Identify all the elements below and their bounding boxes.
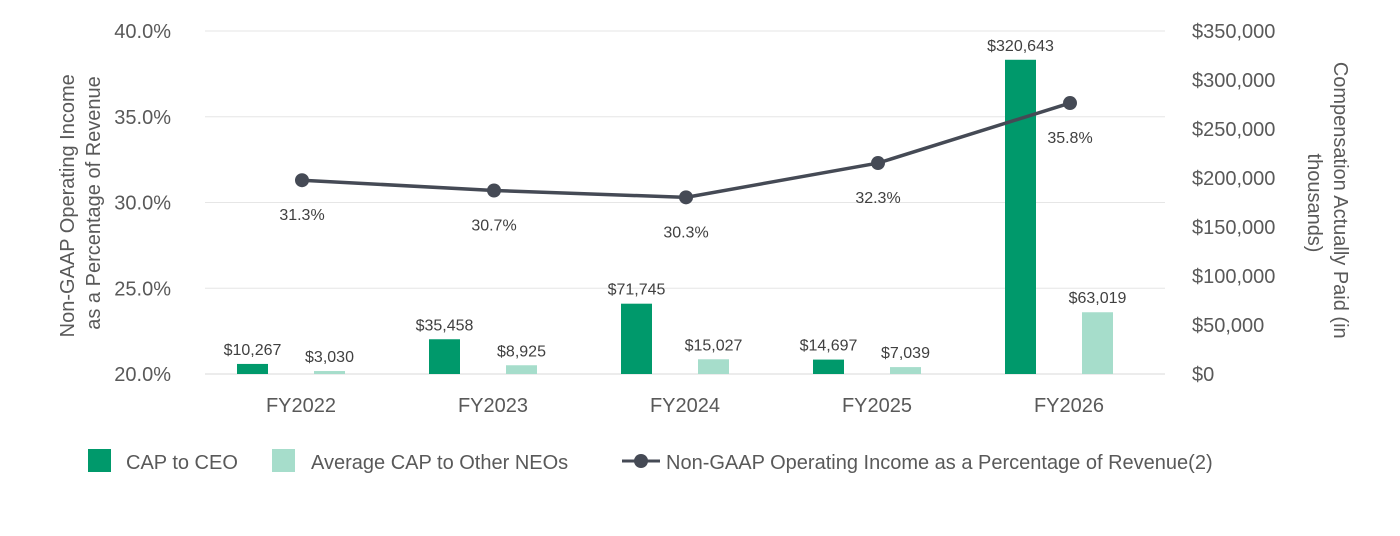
bar: [1005, 59, 1036, 374]
line-data-label: 31.3%: [279, 207, 324, 224]
right-axis-title: Compensation Actually Paid (in thousands…: [1303, 62, 1351, 344]
legend-label-avg-cap-neos: Average CAP to Other NEOs: [311, 452, 568, 474]
left-axis-title: Non-GAAP Operating Income as a Percentag…: [57, 69, 105, 338]
legend-line-marker: [634, 454, 648, 468]
line-point: [679, 190, 693, 205]
right-tick-label: $50,000: [1192, 315, 1264, 337]
line-data-label: 32.3%: [855, 190, 900, 207]
bar: [1082, 312, 1113, 374]
left-axis-title-line-1: Non-GAAP Operating Income: [57, 74, 79, 337]
data-labels: $10,267 $35,458 $71,745 $14,697 $320,643 $3,0…: [224, 38, 1127, 366]
bar-layer: [237, 59, 1113, 374]
left-tick-label: 35.0%: [114, 107, 171, 129]
bar: [237, 363, 268, 374]
left-tick-label: 40.0%: [114, 21, 171, 43]
category-label: FY2022: [266, 395, 336, 417]
bar: [429, 339, 460, 374]
category-label: FY2023: [458, 395, 528, 417]
line-point: [871, 156, 885, 171]
right-axis-title-line-2: thousands): [1303, 154, 1325, 253]
bar-data-label: $71,745: [608, 282, 666, 299]
bar: [698, 359, 729, 374]
legend-swatch-cap-ceo: [88, 449, 111, 472]
bar-data-label: $3,030: [305, 349, 354, 366]
axes: 20.0% 25.0% 30.0% 35.0% 40.0% $0 $50,000 $100,0…: [114, 21, 1275, 417]
bar-data-label: $35,458: [416, 317, 474, 334]
bar-data-label: $15,027: [685, 337, 743, 354]
right-axis-title-line-1: Compensation Actually Paid (in: [1329, 62, 1351, 339]
category-label: FY2025: [842, 395, 912, 417]
left-tick-label: 25.0%: [114, 278, 171, 300]
category-label: FY2024: [650, 395, 720, 417]
right-tick-label: $150,000: [1192, 217, 1275, 239]
bar-data-label: $7,039: [881, 345, 930, 362]
bar: [314, 371, 345, 374]
left-tick-label: 30.0%: [114, 193, 171, 215]
legend-label-non-gaap-line: Non-GAAP Operating Income as a Percentag…: [666, 452, 1213, 474]
bar-data-label: $14,697: [800, 338, 858, 355]
right-tick-label: $100,000: [1192, 266, 1275, 288]
line-layer: [295, 96, 1077, 205]
right-tick-label: $0: [1192, 364, 1214, 386]
right-tick-label: $300,000: [1192, 70, 1275, 92]
line-data-label: 30.3%: [663, 224, 708, 241]
bar: [890, 367, 921, 374]
bar-data-label: $8,925: [497, 343, 546, 360]
bar-data-label: $320,643: [987, 38, 1054, 55]
bar-data-label: $10,267: [224, 342, 282, 359]
bar: [813, 359, 844, 374]
bar: [506, 365, 537, 374]
legend-swatch-avg-cap-neos: [272, 449, 295, 472]
line-point: [1063, 96, 1077, 111]
bar-data-label: $63,019: [1069, 290, 1127, 307]
right-tick-label: $200,000: [1192, 168, 1275, 190]
right-tick-label: $350,000: [1192, 21, 1275, 43]
legend: CAP to CEO Average CAP to Other NEOs Non…: [88, 449, 1213, 474]
category-label: FY2026: [1034, 395, 1104, 417]
left-axis-title-line-2: as a Percentage of Revenue: [83, 76, 105, 330]
line-data-label: 30.7%: [471, 217, 516, 234]
bar: [621, 303, 652, 374]
line-data-label: 35.8%: [1047, 130, 1092, 147]
line-point: [295, 173, 309, 188]
right-tick-label: $250,000: [1192, 119, 1275, 141]
legend-label-cap-ceo: CAP to CEO: [126, 452, 238, 474]
line-point: [487, 183, 501, 198]
left-tick-label: 20.0%: [114, 364, 171, 386]
